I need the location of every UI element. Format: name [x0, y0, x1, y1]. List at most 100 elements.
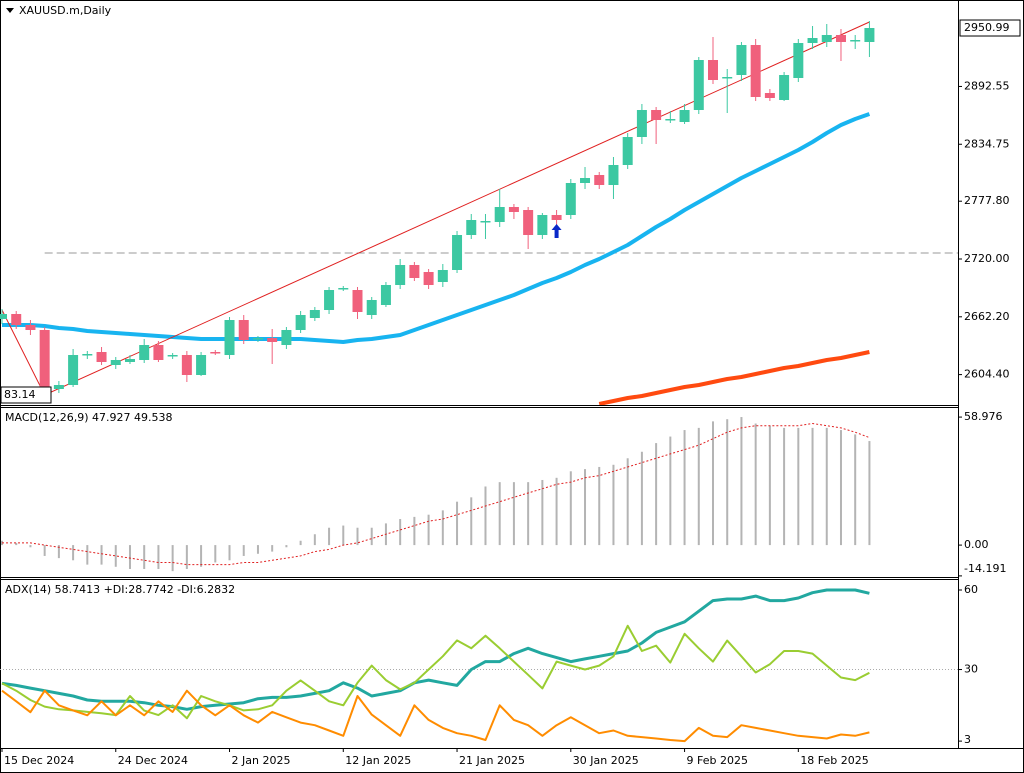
macd-pane: [1, 417, 871, 572]
candle-body: [39, 330, 50, 390]
macd-bar: [498, 482, 501, 546]
macd-bar: [484, 486, 487, 546]
macd-bar: [811, 427, 814, 546]
candle-body: [238, 320, 249, 340]
macd-bar: [825, 427, 828, 546]
x-tick-label: 24 Dec 2024: [118, 754, 188, 767]
candle-body: [409, 265, 420, 278]
macd-bar: [783, 427, 786, 546]
candle-body: [423, 272, 434, 285]
candle-body: [224, 320, 235, 355]
indicator-line: [1, 689, 870, 743]
trend-line: [1, 21, 870, 396]
candle-body: [565, 183, 576, 215]
candle-body: [210, 352, 221, 354]
x-tick-label: 12 Jan 2025: [345, 754, 411, 767]
candle-body: [68, 355, 79, 385]
candle-body: [480, 221, 491, 223]
candle-body: [679, 110, 690, 122]
candle-body: [523, 210, 534, 235]
macd-bar: [285, 545, 288, 548]
candle-body: [437, 270, 448, 282]
price-pane: [0, 21, 958, 405]
candle-body: [835, 35, 846, 42]
macd-bar: [839, 430, 842, 546]
macd-bar: [598, 466, 601, 546]
macd-bar: [413, 516, 416, 546]
macd-bar: [541, 479, 544, 546]
price-label: 2950.99: [964, 21, 1010, 34]
macd-bar: [740, 417, 743, 546]
x-tick-label: 21 Jan 2025: [459, 754, 525, 767]
y-tick-label: 2720.00: [964, 252, 1010, 265]
macd-bar: [57, 545, 60, 559]
y-tick-label: 3: [964, 733, 971, 746]
x-tick-label: 9 Feb 2025: [687, 754, 748, 767]
macd-bar: [584, 469, 587, 546]
x-tick-label: 30 Jan 2025: [573, 754, 639, 767]
low-label-box: [0, 386, 52, 404]
low-label: 83.14: [4, 388, 36, 401]
indicator-line: [2, 423, 870, 566]
macd-bar: [569, 471, 572, 546]
macd-bar: [441, 510, 444, 546]
candle-body: [167, 355, 178, 357]
candle-body: [124, 359, 135, 362]
indicator-line: [598, 350, 870, 405]
candle-body: [508, 207, 519, 212]
macd-bar: [697, 427, 700, 546]
candle-body: [153, 345, 164, 360]
macd-bar: [185, 545, 188, 569]
macd-bar: [86, 545, 89, 565]
candle-body: [594, 175, 605, 185]
macd-bar: [43, 545, 46, 556]
y-tick-label: 58.976: [964, 410, 1003, 423]
candle-body: [864, 28, 875, 42]
candle-body: [551, 215, 562, 220]
y-tick-label: 30: [964, 663, 978, 676]
candle-body: [196, 355, 207, 375]
candle-body: [736, 45, 747, 75]
candle-body: [82, 354, 93, 356]
macd-bar: [768, 425, 771, 546]
macd-bar: [712, 421, 714, 546]
candle-body: [309, 310, 320, 318]
macd-bar: [214, 545, 217, 563]
candle-body: [850, 40, 861, 42]
candle-body: [139, 345, 150, 360]
indicator-line: [1, 588, 870, 711]
candle-body: [53, 385, 64, 389]
macd-bar: [669, 436, 672, 546]
y-tick-label: 2604.40: [964, 368, 1010, 381]
candle-body: [779, 75, 790, 100]
candle-body: [380, 285, 391, 305]
macd-bar: [15, 542, 18, 546]
candle-body: [110, 360, 121, 365]
y-tick-label: 60: [964, 583, 978, 596]
candle-body: [11, 314, 22, 325]
candle-body: [281, 330, 292, 345]
candle-body: [764, 93, 775, 98]
macd-bar: [683, 430, 686, 546]
macd-bar: [328, 527, 331, 546]
candle-body: [636, 110, 647, 137]
macd-bar: [356, 527, 359, 546]
y-tick-label: 2892.55: [964, 79, 1010, 92]
candle-body: [708, 60, 718, 80]
macd-bar: [72, 545, 75, 561]
macd-bar: [256, 545, 259, 554]
macd-bar: [242, 545, 245, 556]
candle-body: [181, 355, 192, 375]
y-tick-label: 2662.20: [964, 310, 1010, 323]
adx-pane: [0, 588, 958, 743]
macd-bar: [128, 545, 131, 569]
macd-bar: [868, 441, 871, 546]
candle-body: [324, 290, 335, 310]
y-tick-label: 0.00: [964, 538, 989, 551]
candle-body: [0, 314, 7, 319]
candle-body: [452, 235, 463, 270]
macd-bar: [342, 525, 345, 546]
candle-body: [338, 288, 349, 290]
